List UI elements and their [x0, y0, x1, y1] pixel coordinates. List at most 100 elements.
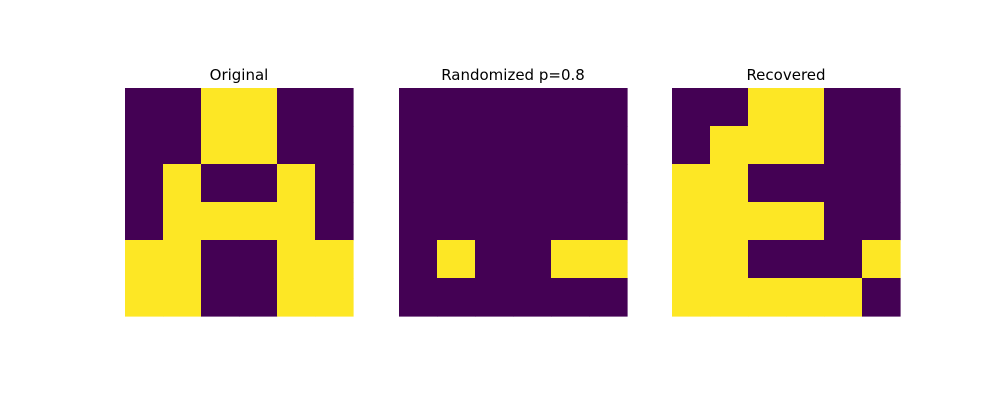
heatmap-recovered	[672, 88, 901, 317]
heatmap-cell	[399, 202, 438, 241]
heatmap-cell	[862, 126, 901, 165]
heatmap-cell	[862, 202, 901, 241]
heatmap-cell	[475, 278, 514, 317]
heatmap-cell	[786, 164, 825, 203]
heatmap-cell	[748, 164, 787, 203]
heatmap-cell	[672, 278, 711, 317]
heatmap-cell	[513, 126, 552, 165]
heatmap-cell	[125, 202, 164, 241]
heatmap-cell	[163, 164, 202, 203]
heatmap-cell	[786, 240, 825, 279]
heatmap-cell	[201, 278, 240, 317]
heatmap-cell	[710, 240, 749, 279]
heatmap-original	[125, 88, 354, 317]
heatmap-cell	[710, 164, 749, 203]
heatmap-cell	[239, 278, 278, 317]
heatmap-cell	[786, 202, 825, 241]
heatmap-cell	[513, 240, 552, 279]
heatmap-cell	[437, 240, 476, 279]
heatmap-cell	[786, 88, 825, 127]
heatmap-cell	[513, 278, 552, 317]
heatmap-cell	[399, 126, 438, 165]
heatmap-cell	[672, 202, 711, 241]
heatmap-cell	[551, 126, 590, 165]
heatmap-cell	[239, 240, 278, 279]
heatmap-cell	[862, 164, 901, 203]
panel-randomized	[399, 88, 628, 317]
heatmap-cell	[277, 202, 316, 241]
heatmap-cell	[475, 88, 514, 127]
heatmap-cell	[163, 88, 202, 127]
heatmap-cell	[125, 164, 164, 203]
heatmap-cell	[315, 240, 354, 279]
heatmap-cell	[748, 240, 787, 279]
heatmap-cell	[239, 164, 278, 203]
heatmap-cell	[748, 126, 787, 165]
heatmap-cell	[589, 202, 628, 241]
heatmap-cell	[672, 88, 711, 127]
heatmap-cell	[201, 88, 240, 127]
heatmap-cell	[163, 278, 202, 317]
heatmap-cell	[513, 164, 552, 203]
heatmap-cell	[824, 240, 863, 279]
heatmap-cell	[399, 164, 438, 203]
heatmap-cell	[824, 202, 863, 241]
heatmap-cell	[475, 202, 514, 241]
panel-original	[125, 88, 354, 317]
heatmap-cell	[475, 164, 514, 203]
heatmap-cell	[201, 164, 240, 203]
heatmap-cell	[315, 164, 354, 203]
heatmap-cell	[125, 240, 164, 279]
heatmap-cell	[277, 88, 316, 127]
heatmap-cell	[710, 126, 749, 165]
heatmap-cell	[239, 88, 278, 127]
heatmap-cell	[277, 278, 316, 317]
heatmap-cell	[163, 126, 202, 165]
heatmap-cell	[277, 126, 316, 165]
heatmap-cell	[824, 278, 863, 317]
heatmap-cell	[437, 202, 476, 241]
heatmap-cell	[163, 240, 202, 279]
heatmap-cell	[589, 126, 628, 165]
heatmap-cell	[862, 240, 901, 279]
heatmap-cell	[399, 240, 438, 279]
heatmap-cell	[437, 88, 476, 127]
heatmap-cell	[672, 126, 711, 165]
heatmap-cell	[125, 88, 164, 127]
heatmap-cell	[824, 88, 863, 127]
heatmap-cell	[239, 126, 278, 165]
heatmap-cell	[513, 202, 552, 241]
panel-title-recovered: Recovered	[746, 66, 825, 84]
panel-title-original: Original	[210, 66, 269, 84]
heatmap-cell	[589, 278, 628, 317]
heatmap-cell	[551, 164, 590, 203]
heatmap-cell	[125, 126, 164, 165]
heatmap-cell	[399, 278, 438, 317]
heatmap-cell	[589, 88, 628, 127]
heatmap-cell	[513, 88, 552, 127]
panel-title-randomized: Randomized p=0.8	[441, 66, 585, 84]
heatmap-cell	[551, 240, 590, 279]
heatmap-cell	[475, 240, 514, 279]
heatmap-cell	[710, 88, 749, 127]
heatmap-cell	[824, 164, 863, 203]
heatmap-cell	[315, 126, 354, 165]
heatmap-cell	[551, 88, 590, 127]
heatmap-cell	[125, 278, 164, 317]
heatmap-cell	[710, 202, 749, 241]
heatmap-randomized	[399, 88, 628, 317]
heatmap-cell	[551, 278, 590, 317]
heatmap-cell	[672, 164, 711, 203]
heatmap-cell	[589, 240, 628, 279]
heatmap-cell	[201, 240, 240, 279]
heatmap-cell	[437, 278, 476, 317]
heatmap-cell	[437, 126, 476, 165]
heatmap-cell	[748, 278, 787, 317]
panel-recovered	[672, 88, 901, 317]
heatmap-cell	[786, 278, 825, 317]
heatmap-cell	[748, 202, 787, 241]
heatmap-cell	[475, 126, 514, 165]
heatmap-cell	[315, 278, 354, 317]
heatmap-cell	[589, 164, 628, 203]
heatmap-cell	[672, 240, 711, 279]
